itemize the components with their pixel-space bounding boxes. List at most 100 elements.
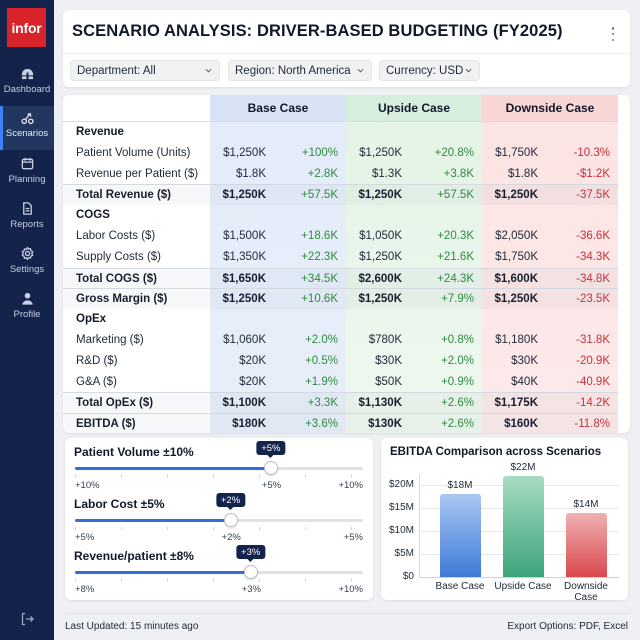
- downside-case-column-bg: [482, 95, 618, 433]
- slider-tick: [351, 475, 352, 478]
- base-case-value: $1,250K: [222, 293, 266, 306]
- slider-tick: [167, 579, 168, 582]
- sidebar-item-profile[interactable]: Profile: [0, 287, 54, 331]
- slider-fill: [75, 467, 271, 470]
- slider-label: Labor Cost ±5%: [74, 497, 165, 511]
- table-row: G&A ($) $20K +1.9% $50K +0.9% $40K -40.9K: [63, 372, 618, 393]
- base-case-value: $1.8K: [235, 167, 266, 180]
- header-blank: [63, 95, 210, 121]
- slider-tick: [121, 527, 122, 530]
- base-case-column-bg: [210, 95, 346, 433]
- x-category-label: Downside Case: [564, 581, 608, 603]
- upside-case-value: $1,250K: [358, 189, 402, 202]
- upside-case-value: $1.3K: [371, 167, 402, 180]
- kebab-menu-icon[interactable]: [610, 27, 616, 41]
- downside-case-delta: -36.6K: [576, 230, 610, 242]
- slider-thumb[interactable]: [223, 513, 238, 527]
- dashboard-icon: [21, 68, 33, 80]
- slider-scale-min: +8%: [75, 584, 95, 595]
- upside-case-value: $130K: [368, 418, 402, 431]
- base-case-value: $180K: [232, 418, 266, 431]
- base-case-delta: +3.3K: [307, 397, 338, 410]
- row-label: Revenue: [76, 126, 124, 138]
- slider-thumb[interactable]: [263, 461, 278, 475]
- sidebar: infor Dashboard Scenarios Planning Repor…: [0, 0, 54, 640]
- section-header-row: Revenue: [63, 122, 618, 143]
- row-label: Revenue per Patient ($): [76, 167, 199, 180]
- downside-case-delta: -23.5K: [576, 293, 610, 306]
- sidebar-item-reports[interactable]: Reports: [0, 197, 54, 241]
- row-label: EBITDA ($): [76, 418, 136, 431]
- base-case-delta: +34.5K: [301, 272, 338, 285]
- slider-track[interactable]: [75, 467, 363, 470]
- base-case-value: $20K: [239, 375, 266, 388]
- column-header-downside-case: Downside Case: [482, 95, 618, 121]
- slider-tick: [75, 475, 76, 478]
- slider-thumb[interactable]: [243, 565, 258, 579]
- downside-case-value: $1,175K: [494, 397, 538, 410]
- downside-case-delta: -37.5K: [576, 189, 610, 202]
- downside-case-delta: -34.3K: [576, 250, 610, 263]
- sidebar-item-scenarios[interactable]: Scenarios: [0, 106, 54, 150]
- total-row: Total Revenue ($) $1,250K +57.5K $1,250K +57…: [63, 184, 618, 206]
- base-case-value: $1,100K: [222, 397, 266, 410]
- currency-filter[interactable]: Currency: USD: [379, 60, 480, 81]
- sidebar-item-settings[interactable]: Settings: [0, 242, 54, 286]
- slider-fill: [75, 571, 251, 574]
- upside-case-value: $30K: [375, 354, 402, 367]
- infor-logo[interactable]: infor: [7, 8, 46, 47]
- upside-case-value: $780K: [368, 334, 402, 346]
- row-label: Labor Costs ($): [76, 230, 156, 242]
- sidebar-item-label: Scenarios: [5, 128, 49, 139]
- upside-case-delta: +7.9%: [441, 293, 474, 306]
- sidebar-item-label: Settings: [9, 264, 45, 275]
- logout-icon[interactable]: [19, 611, 35, 627]
- slider-tick: [259, 527, 260, 530]
- slider-scale-max: +10%: [338, 584, 363, 595]
- scenarios-icon: [20, 112, 34, 125]
- downside-case-value: $40K: [511, 375, 538, 388]
- x-category-label: Upside Case: [494, 581, 552, 592]
- section-header-row: OpEx: [63, 309, 618, 330]
- currency-filter-label: Currency: USD: [386, 64, 464, 77]
- base-case-delta: +0.5%: [305, 354, 338, 367]
- department-filter[interactable]: Department: All: [70, 60, 220, 81]
- table-row: Revenue per Patient ($) $1.8K +2.8K $1.3K +3…: [63, 164, 618, 185]
- slider-track[interactable]: [75, 519, 363, 522]
- chevron-down-icon: [465, 68, 472, 73]
- downside-case-delta: -20.9K: [576, 354, 610, 367]
- downside-case-delta: -40.9K: [576, 375, 610, 388]
- bar-upside-case[interactable]: [502, 475, 544, 577]
- downside-case-value: $1,250K: [494, 189, 538, 202]
- row-label: Supply Costs ($): [76, 250, 162, 263]
- bar-value-label: $22M: [510, 461, 536, 473]
- region-filter[interactable]: Region: North America: [228, 60, 372, 81]
- scenario-table: Base Case Upside Case Downside Case Reve…: [63, 95, 630, 433]
- footer-divider: [65, 613, 630, 614]
- downside-case-delta: -34.8K: [576, 272, 610, 285]
- slider-track[interactable]: [75, 571, 363, 574]
- export-options[interactable]: Export Options: PDF, Excel: [507, 621, 628, 632]
- bar-downside-case[interactable]: [565, 512, 607, 577]
- base-case-delta: +18.6K: [301, 230, 338, 242]
- sidebar-item-dashboard[interactable]: Dashboard: [0, 62, 54, 106]
- upside-case-value: $1,130K: [358, 397, 402, 410]
- row-label: Total Revenue ($): [76, 189, 171, 202]
- downside-case-delta: -31.8K: [576, 334, 610, 346]
- slider-tick: [75, 527, 76, 530]
- gear-icon: [20, 246, 34, 261]
- bar-base-case[interactable]: [439, 494, 481, 577]
- upside-case-delta: +20.3K: [437, 230, 474, 242]
- sidebar-item-planning[interactable]: Planning: [0, 152, 54, 196]
- header-divider: [63, 53, 630, 54]
- base-case-delta: +1.9%: [305, 375, 338, 388]
- base-case-delta: +57.5K: [301, 189, 338, 202]
- base-case-value: $20K: [239, 354, 266, 367]
- row-label: COGS: [76, 209, 110, 222]
- upside-case-delta: +57.5K: [437, 189, 474, 202]
- x-category-label: Base Case: [435, 581, 485, 592]
- sidebar-item-label: Profile: [13, 309, 41, 320]
- header-card: SCENARIO ANALYSIS: DRIVER-BASED BUDGETIN…: [63, 10, 630, 87]
- total-row: Total OpEx ($) $1,100K +3.3K $1,130K +2.6% $1…: [63, 392, 618, 414]
- downside-case-value: $1,600K: [494, 272, 538, 285]
